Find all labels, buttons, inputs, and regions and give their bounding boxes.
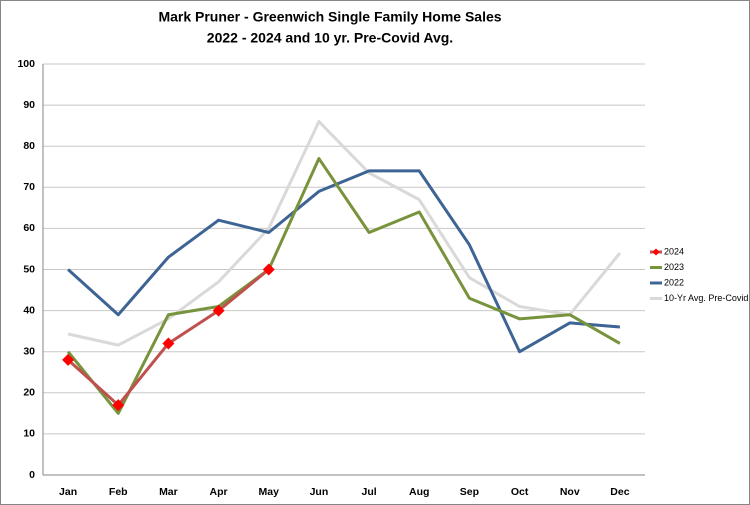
y-tick-label: 80	[23, 140, 35, 152]
x-tick-label: Mar	[159, 486, 178, 498]
x-tick-label: Oct	[511, 486, 529, 498]
y-tick-label: 20	[23, 387, 35, 399]
legend-marker	[652, 248, 660, 256]
chart-subtitle: 2022 - 2024 and 10 yr. Pre-Covid Avg.	[207, 30, 453, 46]
x-tick-label: Jul	[361, 486, 376, 498]
series-line	[67, 169, 621, 354]
y-tick-label: 10	[23, 428, 35, 440]
x-tick-label: Dec	[610, 486, 629, 498]
y-tick-label: 100	[17, 58, 35, 70]
x-tick-label: Jun	[310, 486, 329, 498]
x-tick-label: Feb	[109, 486, 128, 498]
x-tick-label: Apr	[210, 486, 228, 498]
x-tick-label: Nov	[560, 486, 580, 498]
series-line	[66, 157, 621, 415]
data-marker	[112, 399, 125, 412]
data-marker	[62, 353, 75, 366]
data-marker	[212, 304, 225, 317]
x-tick-label: Sep	[460, 486, 479, 498]
data-marker	[262, 263, 275, 276]
legend-label: 10-Yr Avg. Pre-Covid	[664, 293, 748, 303]
data-marker	[162, 337, 175, 350]
y-tick-label: 50	[23, 263, 35, 275]
series-line	[67, 120, 622, 347]
chart-title: Mark Pruner - Greenwich Single Family Ho…	[158, 9, 501, 25]
x-tick-label: Jan	[59, 486, 77, 498]
x-tick-label: Aug	[409, 486, 429, 498]
legend-label: 2023	[664, 262, 684, 272]
legend-label: 2022	[664, 277, 684, 287]
y-tick-label: 30	[23, 345, 35, 357]
y-tick-label: 90	[23, 99, 35, 111]
y-tick-label: 0	[29, 469, 35, 481]
y-tick-label: 40	[23, 304, 35, 316]
legend-label: 2024	[664, 246, 684, 256]
y-tick-label: 60	[23, 222, 35, 234]
y-tick-label: 70	[23, 181, 35, 193]
x-tick-label: May	[259, 486, 280, 498]
